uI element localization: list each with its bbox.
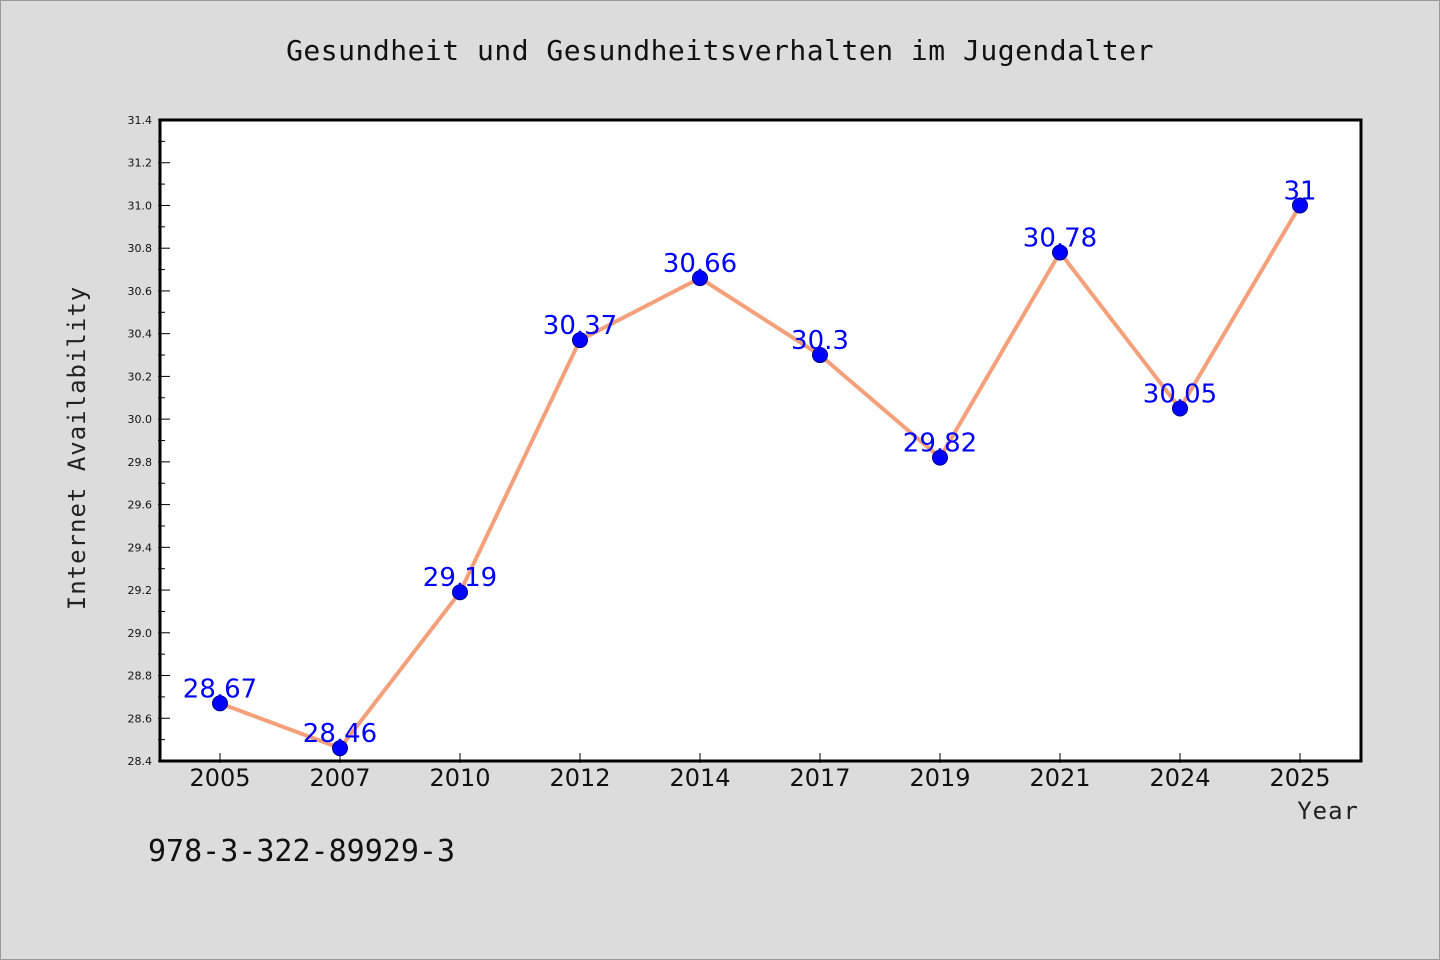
series-line bbox=[219, 204, 1302, 751]
x-tick-label: 2025 bbox=[1269, 764, 1330, 792]
y-tick-label: 29.0 bbox=[128, 627, 153, 640]
y-tick-label: 28.6 bbox=[128, 712, 153, 725]
x-tick-label: 2021 bbox=[1029, 764, 1090, 792]
x-tick-label: 2019 bbox=[909, 764, 970, 792]
x-axis: 2005 2007 2010 2012 2014 2017 2019 2021 2024 2025 bbox=[189, 753, 1331, 792]
x-tick-label: 2010 bbox=[429, 764, 490, 792]
y-tick-label: 30.4 bbox=[128, 328, 153, 341]
y-tick-label: 30.8 bbox=[128, 242, 153, 255]
data-label: 30.05 bbox=[1143, 379, 1217, 409]
x-tick-label: 2017 bbox=[789, 764, 850, 792]
y-tick-label: 29.4 bbox=[128, 541, 153, 554]
data-point bbox=[932, 449, 948, 466]
isbn-text: 978-3-322-89929-3 bbox=[148, 834, 456, 869]
series-markers bbox=[212, 197, 1308, 757]
y-tick-label: 31.0 bbox=[128, 199, 153, 212]
data-label: 30.66 bbox=[663, 249, 737, 279]
y-tick-label: 31.2 bbox=[128, 157, 153, 170]
data-label: 31 bbox=[1283, 176, 1316, 206]
data-label: 30.78 bbox=[1023, 223, 1097, 253]
data-point bbox=[332, 740, 348, 757]
data-point bbox=[1052, 244, 1068, 261]
x-tick-label: 2012 bbox=[549, 764, 610, 792]
y-axis: 28.4 28.6 28.8 29.0 29.2 29.4 29.6 29.8 30.0 30.2… bbox=[128, 114, 170, 768]
y-tick-label: 30.2 bbox=[128, 370, 153, 383]
x-tick-label: 2014 bbox=[669, 764, 730, 792]
data-point bbox=[812, 347, 828, 364]
chart-title: Gesundheit und Gesundheitsverhalten im J… bbox=[286, 34, 1154, 67]
data-point bbox=[572, 332, 588, 349]
y-tick-label: 30.6 bbox=[128, 285, 153, 298]
x-tick-label: 2007 bbox=[309, 764, 370, 792]
y-tick-label: 29.8 bbox=[128, 456, 153, 469]
y-tick-label: 28.4 bbox=[128, 755, 153, 768]
y-tick-label: 28.8 bbox=[128, 670, 153, 683]
x-tick-label: 2005 bbox=[189, 764, 250, 792]
data-labels: 28.67 28.46 29.19 30.37 30.66 30.3 29.82 30.78 3… bbox=[183, 176, 1317, 749]
y-tick-label: 29.2 bbox=[128, 584, 153, 597]
data-label: 29.82 bbox=[903, 429, 977, 459]
x-axis-title: Year bbox=[1297, 797, 1359, 825]
data-point bbox=[692, 270, 708, 287]
data-label: 28.46 bbox=[303, 719, 377, 749]
y-tick-label: 30.0 bbox=[128, 413, 153, 426]
y-tick-label: 31.4 bbox=[128, 114, 153, 127]
data-point bbox=[1172, 400, 1188, 417]
y-axis-title: Internet Availability bbox=[63, 286, 91, 610]
x-tick-label: 2024 bbox=[1149, 764, 1210, 792]
data-point bbox=[1292, 197, 1308, 214]
data-label: 30.3 bbox=[791, 326, 849, 356]
data-label: 30.37 bbox=[543, 311, 617, 341]
data-point bbox=[212, 695, 228, 712]
y-tick-label: 29.6 bbox=[128, 499, 153, 512]
data-label: 29.19 bbox=[423, 563, 497, 593]
plot-area bbox=[158, 118, 1363, 763]
data-point bbox=[452, 584, 468, 601]
data-label: 28.67 bbox=[183, 674, 257, 704]
